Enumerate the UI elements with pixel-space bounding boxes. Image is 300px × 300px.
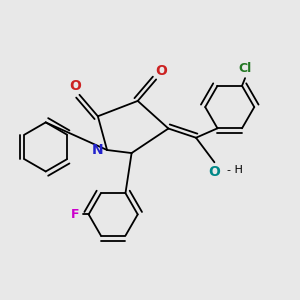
Text: O: O	[69, 79, 81, 93]
Text: N: N	[92, 143, 103, 157]
Text: F: F	[71, 208, 80, 221]
Text: O: O	[155, 64, 167, 78]
Text: Cl: Cl	[238, 62, 252, 75]
Text: - H: - H	[227, 165, 243, 175]
Text: O: O	[208, 165, 220, 179]
